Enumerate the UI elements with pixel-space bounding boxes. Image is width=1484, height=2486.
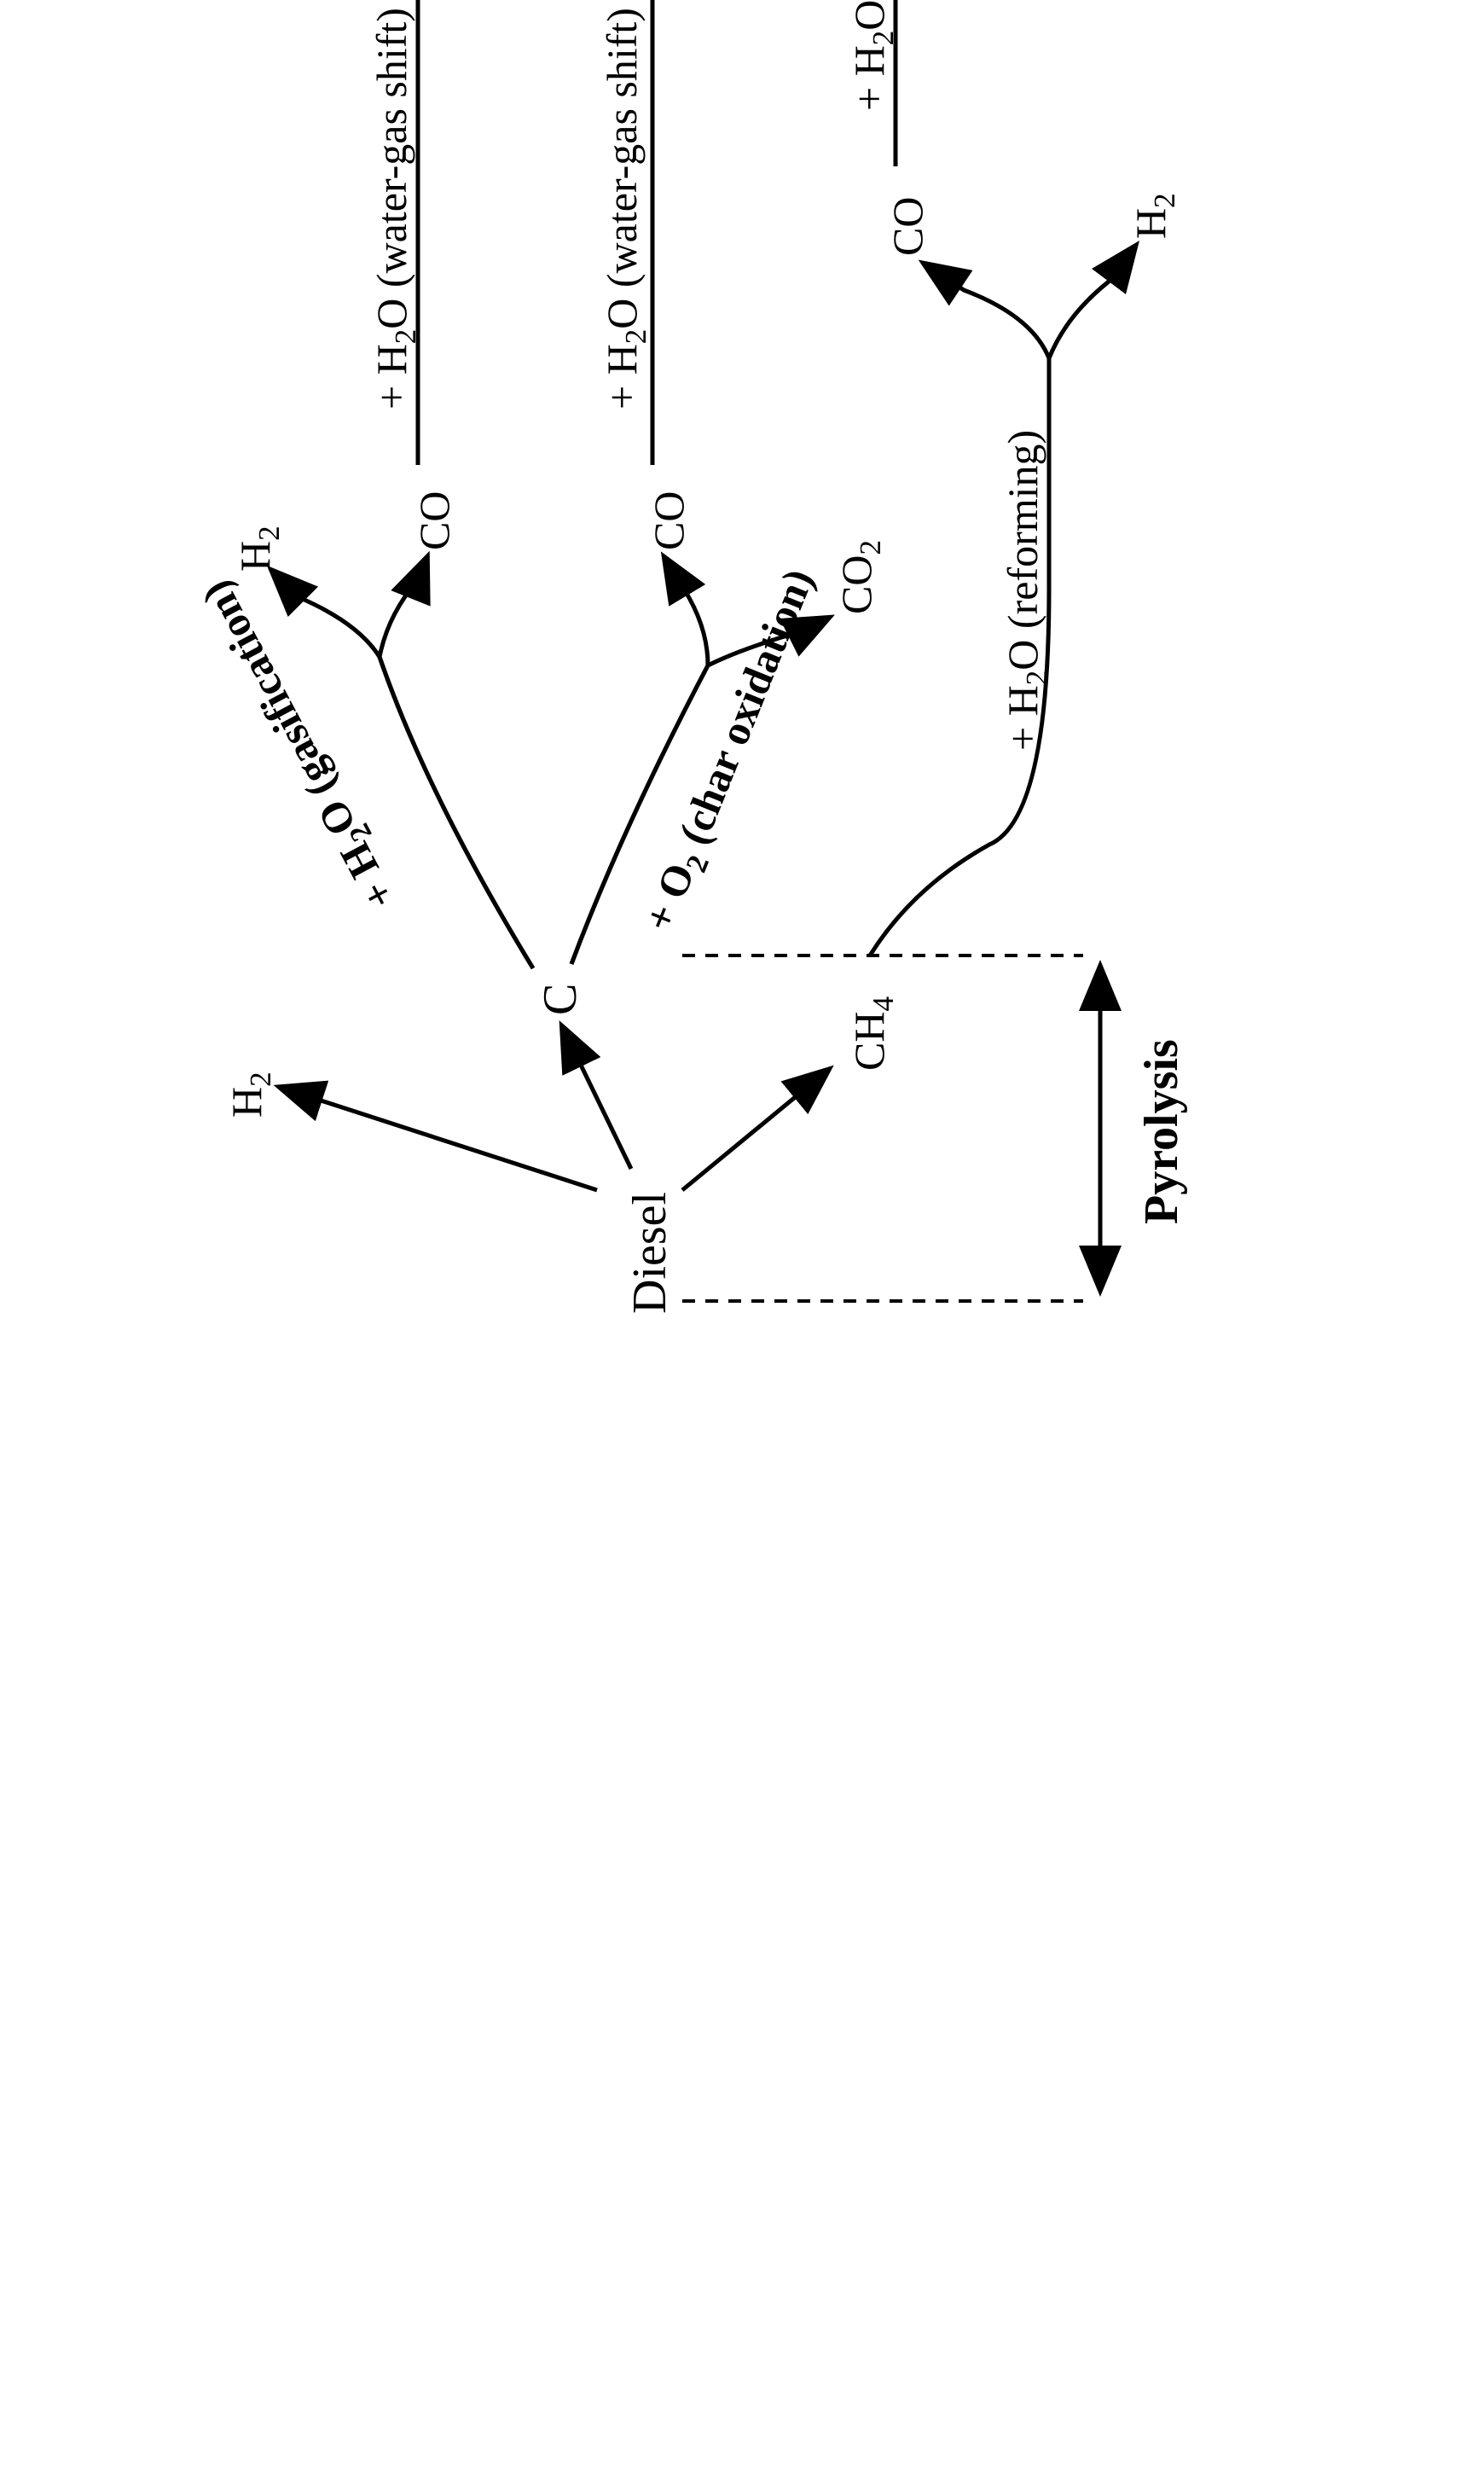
node-ox-co2: CO2: [832, 540, 888, 614]
node-ref-co: CO: [883, 197, 932, 256]
label-wgs1: + H2O (water-gas shift): [367, 8, 423, 409]
label-wgs3: + H2O (water-gas shift): [844, 0, 901, 111]
node-diesel: Diesel: [623, 1192, 677, 1314]
node-gas-h2: H2: [230, 526, 287, 572]
node-pyrolysis-ch4: CH4: [844, 996, 901, 1071]
diagram-root: Diesel H2 C CH4 Pyrolysis + H2O (gasific…: [0, 0, 1484, 1484]
node-gas-co: CO: [409, 491, 459, 550]
diagram-canvas: Diesel H2 C CH4 Pyrolysis + H2O (gasific…: [0, 0, 1484, 1484]
label-wgs2: + H2O (water-gas shift): [597, 8, 653, 409]
label-reforming: + H2O (reforming): [998, 430, 1054, 751]
node-pyrolysis-h2: H2: [222, 1072, 278, 1118]
node-pyrolysis-c: C: [533, 984, 588, 1015]
node-ref-h2: H2: [1126, 193, 1182, 239]
node-ox-co: CO: [644, 491, 693, 550]
label-pyrolysis: Pyrolysis: [1134, 1039, 1189, 1224]
